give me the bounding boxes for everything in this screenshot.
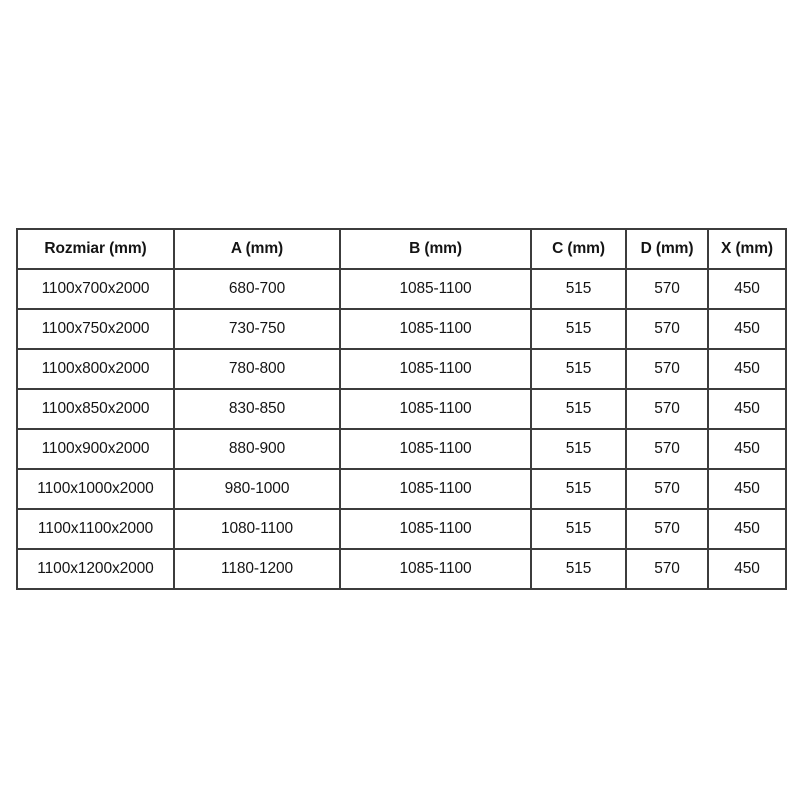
- cell-x: 450: [707, 548, 787, 590]
- cell-x: 450: [707, 348, 787, 390]
- column-header-a: A (mm): [173, 228, 341, 270]
- cell-c: 515: [530, 548, 627, 590]
- cell-size: 1100x1100x2000: [16, 508, 175, 550]
- cell-d: 570: [625, 348, 709, 390]
- table-row: 1100x1000x2000 980-1000 1085-1100 515 570 450: [16, 468, 787, 510]
- table-row: 1100x900x2000 880-900 1085-1100 515 570 450: [16, 428, 787, 470]
- cell-x: 450: [707, 428, 787, 470]
- table-row: 1100x1100x2000 1080-1100 1085-1100 515 570 45…: [16, 508, 787, 550]
- cell-size: 1100x700x2000: [16, 268, 175, 310]
- cell-size: 1100x1000x2000: [16, 468, 175, 510]
- cell-b: 1085-1100: [339, 268, 532, 310]
- cell-a: 1180-1200: [173, 548, 341, 590]
- cell-size: 1100x1200x2000: [16, 548, 175, 590]
- cell-c: 515: [530, 468, 627, 510]
- cell-x: 450: [707, 508, 787, 550]
- table-row: 1100x800x2000 780-800 1085-1100 515 570 450: [16, 348, 787, 390]
- cell-d: 570: [625, 468, 709, 510]
- cell-a: 730-750: [173, 308, 341, 350]
- column-header-b: B (mm): [339, 228, 532, 270]
- cell-a: 830-850: [173, 388, 341, 430]
- column-header-d: D (mm): [625, 228, 709, 270]
- cell-d: 570: [625, 548, 709, 590]
- cell-b: 1085-1100: [339, 388, 532, 430]
- cell-x: 450: [707, 468, 787, 510]
- column-header-size: Rozmiar (mm): [16, 228, 175, 270]
- cell-a: 880-900: [173, 428, 341, 470]
- cell-c: 515: [530, 348, 627, 390]
- cell-b: 1085-1100: [339, 508, 532, 550]
- cell-d: 570: [625, 268, 709, 310]
- cell-c: 515: [530, 508, 627, 550]
- cell-a: 780-800: [173, 348, 341, 390]
- cell-x: 450: [707, 388, 787, 430]
- cell-b: 1085-1100: [339, 348, 532, 390]
- table-body: 1100x700x2000 680-700 1085-1100 515 570 450 11…: [16, 268, 787, 590]
- table-row: 1100x1200x2000 1180-1200 1085-1100 515 570 45…: [16, 548, 787, 590]
- table-row: 1100x850x2000 830-850 1085-1100 515 570 450: [16, 388, 787, 430]
- cell-d: 570: [625, 388, 709, 430]
- cell-size: 1100x750x2000: [16, 308, 175, 350]
- cell-d: 570: [625, 428, 709, 470]
- cell-b: 1085-1100: [339, 308, 532, 350]
- cell-x: 450: [707, 268, 787, 310]
- dimension-spec-table: Rozmiar (mm) A (mm) B (mm) C (mm) D (mm) X (m…: [16, 228, 787, 590]
- cell-x: 450: [707, 308, 787, 350]
- cell-c: 515: [530, 308, 627, 350]
- cell-b: 1085-1100: [339, 548, 532, 590]
- cell-size: 1100x800x2000: [16, 348, 175, 390]
- table-row: 1100x750x2000 730-750 1085-1100 515 570 450: [16, 308, 787, 350]
- cell-d: 570: [625, 508, 709, 550]
- cell-size: 1100x900x2000: [16, 428, 175, 470]
- cell-d: 570: [625, 308, 709, 350]
- table-header-row: Rozmiar (mm) A (mm) B (mm) C (mm) D (mm) X (m…: [16, 228, 787, 270]
- column-header-x: X (mm): [707, 228, 787, 270]
- cell-a: 680-700: [173, 268, 341, 310]
- cell-c: 515: [530, 428, 627, 470]
- table-row: 1100x700x2000 680-700 1085-1100 515 570 450: [16, 268, 787, 310]
- cell-a: 1080-1100: [173, 508, 341, 550]
- column-header-c: C (mm): [530, 228, 627, 270]
- cell-c: 515: [530, 388, 627, 430]
- spec-table-container: Rozmiar (mm) A (mm) B (mm) C (mm) D (mm) X (m…: [16, 228, 787, 590]
- cell-b: 1085-1100: [339, 468, 532, 510]
- cell-b: 1085-1100: [339, 428, 532, 470]
- cell-size: 1100x850x2000: [16, 388, 175, 430]
- table-header: Rozmiar (mm) A (mm) B (mm) C (mm) D (mm) X (m…: [16, 228, 787, 270]
- cell-a: 980-1000: [173, 468, 341, 510]
- cell-c: 515: [530, 268, 627, 310]
